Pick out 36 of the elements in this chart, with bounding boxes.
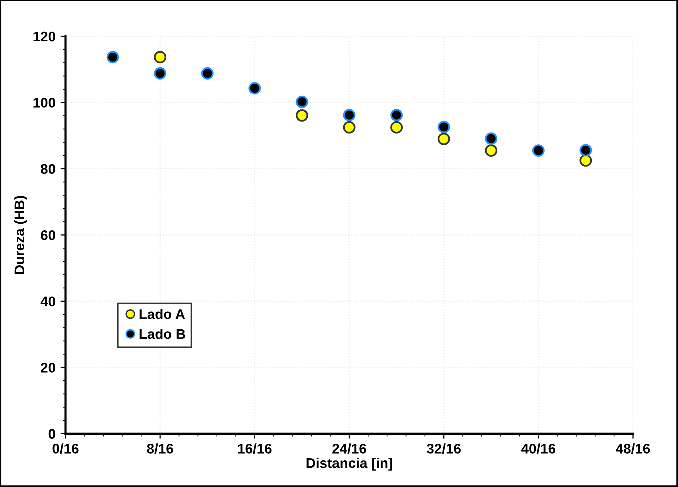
point	[343, 109, 356, 122]
point	[438, 121, 450, 134]
legend-label: Lado A	[140, 309, 186, 320]
y-tick-label: 120	[34, 32, 56, 42]
y-axis-title: Dureza (HB)	[14, 196, 28, 274]
x-axis-title: Distancia [in]	[306, 458, 392, 471]
point	[580, 144, 592, 157]
y-tick-label: 60	[41, 230, 56, 240]
x-tick-label: 16/16	[238, 444, 272, 454]
legend-label: Lado B	[140, 328, 186, 340]
x-tick-label: 48/16	[616, 444, 650, 454]
x-tick-label: 0/16	[52, 444, 79, 454]
point	[154, 67, 167, 80]
y-tick-label: 80	[41, 164, 56, 174]
y-tick-label: 20	[41, 363, 56, 373]
x-tick-label: 32/16	[427, 444, 461, 454]
point	[390, 109, 404, 122]
point	[248, 82, 262, 95]
y-tick-label: 100	[34, 98, 56, 108]
y-tick-label: 40	[40, 296, 56, 307]
point	[438, 132, 450, 146]
point	[296, 96, 308, 108]
y-tick-label: 0	[48, 429, 56, 440]
x-tick-label: 8/16	[147, 444, 174, 454]
point	[343, 121, 356, 134]
point	[106, 51, 120, 64]
point	[154, 51, 167, 64]
point	[532, 144, 545, 157]
point	[201, 67, 214, 80]
point	[485, 132, 498, 146]
point	[580, 154, 592, 167]
point	[485, 144, 498, 157]
point	[390, 121, 404, 134]
x-tick-label: 40/16	[522, 444, 556, 454]
x-tick-label: 24/16	[332, 444, 366, 454]
point	[296, 109, 308, 122]
